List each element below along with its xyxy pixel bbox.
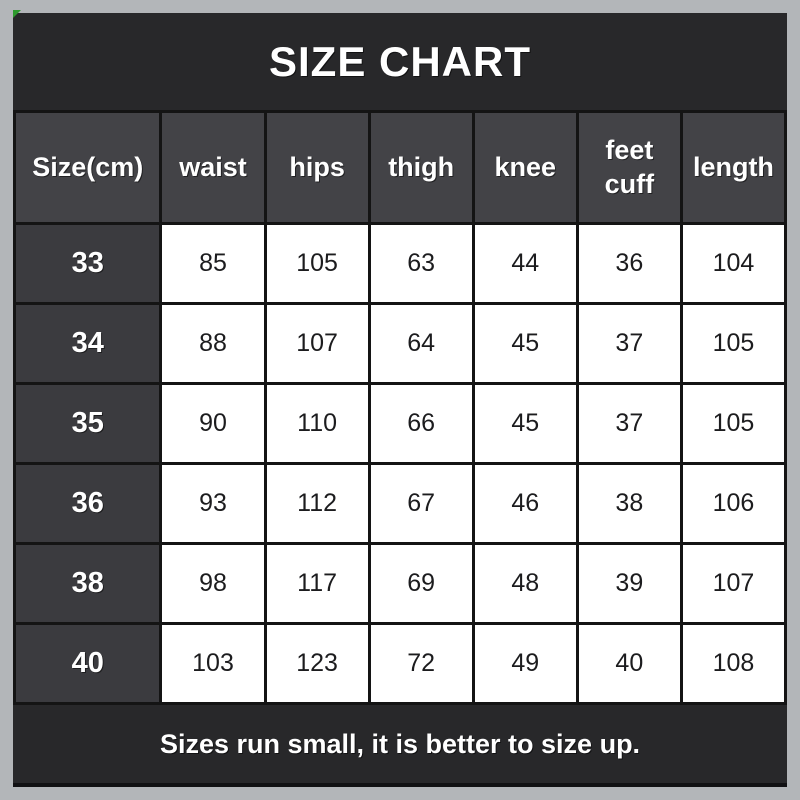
green-corner-mark — [13, 10, 21, 18]
size-row-header: 35 — [12, 382, 163, 465]
footer-note: Sizes run small, it is better to size up… — [159, 728, 641, 759]
table-row: 35 90 110 66 45 37 105 — [12, 382, 788, 465]
table-row: 40 103 123 72 49 40 108 — [12, 622, 788, 705]
size-row-header: 40 — [12, 622, 163, 705]
measurement-cell: 37 — [575, 302, 683, 385]
column-header: Size(cm) — [12, 110, 163, 225]
size-row-header: 36 — [12, 462, 163, 545]
measurement-cell: 85 — [159, 222, 267, 305]
measurement-cell: 106 — [679, 462, 788, 545]
measurement-cell: 88 — [159, 302, 267, 385]
column-header: waist — [159, 110, 267, 225]
size-table: Size(cm) waist hips thigh knee feet cuff lengt… — [12, 110, 788, 705]
measurement-cell: 69 — [367, 542, 475, 625]
column-header: feet cuff — [575, 110, 683, 225]
measurement-cell: 63 — [367, 222, 475, 305]
measurement-cell: 90 — [159, 382, 267, 465]
measurement-cell: 93 — [159, 462, 267, 545]
measurement-cell: 64 — [367, 302, 475, 385]
table-row: 33 85 105 63 44 36 104 — [12, 222, 788, 305]
measurement-cell: 117 — [263, 542, 371, 625]
chart-title: SIZE CHART — [269, 37, 531, 85]
measurement-cell: 105 — [263, 222, 371, 305]
measurement-cell: 107 — [679, 542, 788, 625]
measurement-cell: 107 — [263, 302, 371, 385]
measurement-cell: 38 — [575, 462, 683, 545]
table-body: 33 85 105 63 44 36 104 34 88 107 64 45 37 105 35 90 110 6… — [12, 222, 788, 705]
measurement-cell: 67 — [367, 462, 475, 545]
measurement-cell: 66 — [367, 382, 475, 465]
measurement-cell: 40 — [575, 622, 683, 705]
measurement-cell: 108 — [679, 622, 788, 705]
column-header: knee — [471, 110, 579, 225]
measurement-cell: 36 — [575, 222, 683, 305]
table-row: 38 98 117 69 48 39 107 — [12, 542, 788, 625]
measurement-cell: 46 — [471, 462, 579, 545]
measurement-cell: 44 — [471, 222, 579, 305]
column-header: length — [679, 110, 788, 225]
measurement-cell: 48 — [471, 542, 579, 625]
measurement-cell: 37 — [575, 382, 683, 465]
size-row-header: 34 — [12, 302, 163, 385]
measurement-cell: 98 — [159, 542, 267, 625]
measurement-cell: 105 — [679, 382, 788, 465]
size-row-header: 33 — [12, 222, 163, 305]
measurement-cell: 39 — [575, 542, 683, 625]
table-row: 34 88 107 64 45 37 105 — [12, 302, 788, 385]
column-header: hips — [263, 110, 371, 225]
measurement-cell: 45 — [471, 382, 579, 465]
measurement-cell: 112 — [263, 462, 371, 545]
size-row-header: 38 — [12, 542, 163, 625]
measurement-cell: 105 — [679, 302, 788, 385]
measurement-cell: 110 — [263, 382, 371, 465]
column-header: thigh — [367, 110, 475, 225]
measurement-cell: 103 — [159, 622, 267, 705]
measurement-cell: 123 — [263, 622, 371, 705]
table-row: 36 93 112 67 46 38 106 — [12, 462, 788, 545]
header-row: Size(cm) waist hips thigh knee feet cuff lengt… — [12, 110, 788, 225]
size-chart-panel: SIZE CHART Size(cm) waist hips thigh knee fee… — [12, 10, 788, 787]
measurement-cell: 72 — [367, 622, 475, 705]
measurement-cell: 45 — [471, 302, 579, 385]
measurement-cell: 49 — [471, 622, 579, 705]
measurement-cell: 104 — [679, 222, 788, 305]
